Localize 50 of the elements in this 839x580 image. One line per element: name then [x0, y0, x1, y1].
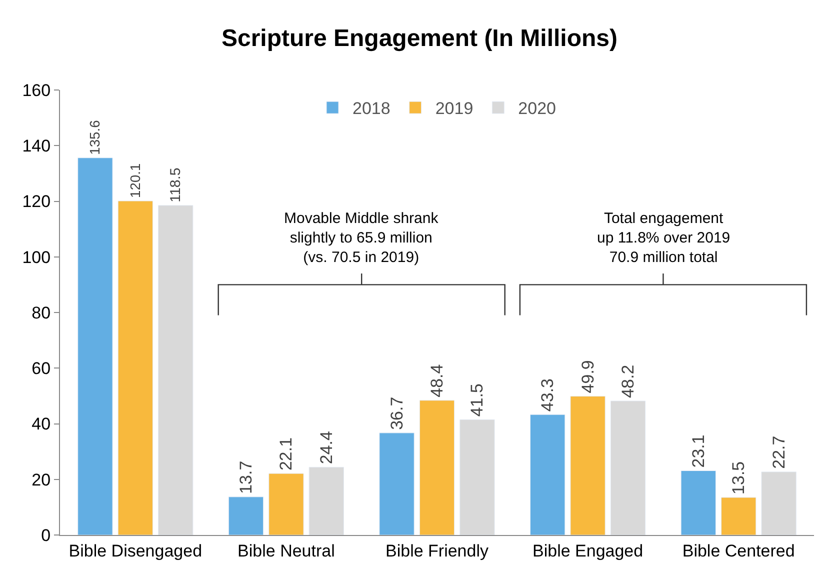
- bar: [419, 400, 455, 535]
- y-tick-label: 80: [32, 303, 51, 322]
- x-tick-label: Bible Friendly: [386, 541, 489, 560]
- legend-label: 2018: [352, 99, 390, 118]
- bar: [379, 432, 414, 535]
- y-tick-label: 140: [22, 136, 51, 156]
- bar: [118, 200, 153, 535]
- x-tick-label: Bible Disengaged: [68, 541, 202, 560]
- bar: [570, 396, 606, 535]
- bar: [460, 419, 495, 535]
- data-label: 23.1: [688, 434, 708, 468]
- data-label: 22.1: [276, 437, 296, 471]
- bar: [530, 414, 566, 535]
- data-label: 22.7: [769, 436, 788, 469]
- y-tick-label: 20: [32, 470, 51, 490]
- bar: [761, 472, 796, 535]
- data-label: 13.5: [729, 461, 748, 494]
- data-label: 41.5: [468, 383, 487, 417]
- bar: [610, 400, 646, 535]
- annotation: Movable Middle shrank slightly to 65.9 million (vs. 70.5 in 2019): [284, 210, 439, 266]
- data-label: 24.4: [316, 431, 336, 464]
- data-label: 48.2: [618, 364, 638, 398]
- bar: [228, 496, 264, 535]
- data-label: 120.1: [126, 163, 143, 198]
- data-label: 118.5: [168, 168, 184, 202]
- y-tick-label: 0: [41, 526, 51, 545]
- bar: [308, 466, 344, 535]
- bar: [268, 473, 304, 535]
- legend-label: 2020: [518, 99, 556, 118]
- y-tick-label: 60: [32, 359, 51, 378]
- bar: [680, 470, 716, 535]
- y-tick-label: 100: [22, 248, 51, 267]
- y-tick-label: 120: [22, 192, 51, 212]
- x-tick-label: Bible Neutral: [238, 541, 335, 560]
- x-tick-label: Bible Engaged: [532, 541, 644, 560]
- data-label: 48.4: [428, 364, 446, 398]
- data-label: 135.6: [86, 120, 103, 155]
- y-tick-label: 40: [32, 414, 51, 434]
- chart-title: Scripture Engagement (In Millions): [221, 24, 618, 52]
- bar: [78, 158, 113, 535]
- y-tick-label: 160: [22, 80, 51, 100]
- data-label: 49.9: [578, 360, 598, 394]
- legend-label: 2019: [435, 99, 474, 118]
- data-label: 36.7: [387, 396, 406, 430]
- data-label: 43.3: [538, 378, 558, 412]
- bar: [158, 205, 194, 535]
- data-label: 13.7: [236, 460, 256, 494]
- annotation: Total engagement up 11.8% over 2019 70.9 million total: [597, 210, 730, 266]
- bar: [721, 497, 756, 535]
- x-tick-label: Bible Centered: [682, 541, 795, 560]
